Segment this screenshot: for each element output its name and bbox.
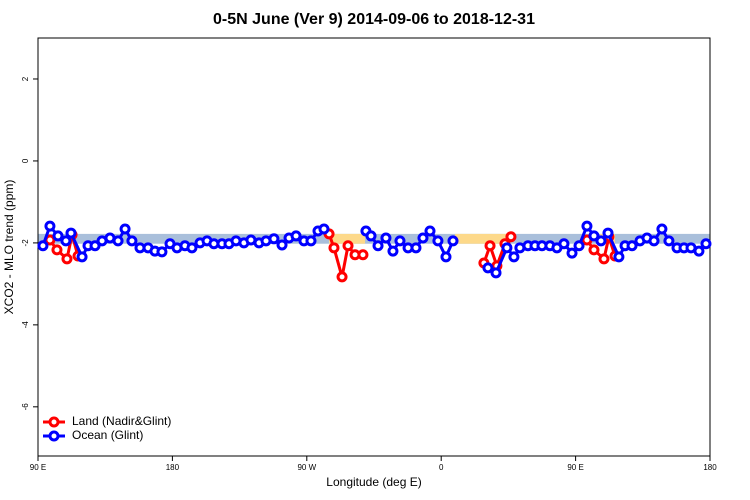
point (663, 235, 675, 247)
x-tick-label: 0 (439, 463, 444, 472)
point (484, 240, 496, 252)
point (508, 251, 520, 263)
point (700, 238, 712, 250)
x-tick-label: 90 E (567, 463, 583, 472)
legend-label: Land (Nadir&Glint) (72, 414, 171, 428)
point (573, 240, 585, 252)
y-axis-label: XCO2 - MLO trend (ppm) (2, 180, 16, 315)
legend-marker (48, 416, 60, 428)
point (410, 242, 422, 254)
point (581, 220, 593, 232)
point (126, 235, 138, 247)
point (490, 267, 502, 279)
point (60, 235, 72, 247)
point (119, 223, 131, 235)
point (595, 235, 607, 247)
band (454, 233, 511, 244)
y-tick-label: -2 (21, 239, 30, 247)
point (501, 242, 513, 254)
legend-marker (48, 430, 60, 442)
point (89, 240, 101, 252)
point (482, 262, 494, 274)
point (588, 230, 600, 242)
point (648, 235, 660, 247)
point (65, 227, 77, 239)
point (417, 232, 429, 244)
point (440, 251, 452, 263)
point (290, 230, 302, 242)
x-tick-label: 180 (703, 463, 717, 472)
point (505, 231, 517, 243)
x-axis-label: Longitude (deg E) (326, 475, 421, 489)
point (305, 235, 317, 247)
legend-label: Ocean (Glint) (72, 428, 143, 442)
point (51, 244, 63, 256)
point (602, 227, 614, 239)
point (613, 251, 625, 263)
point (693, 245, 705, 257)
point (626, 240, 638, 252)
chart-title: 0-5N June (Ver 9) 2014-09-06 to 2018-12-… (213, 11, 535, 28)
point (336, 271, 348, 283)
point (424, 225, 436, 237)
point (558, 238, 570, 250)
point (394, 235, 406, 247)
point (566, 247, 578, 259)
point (76, 251, 88, 263)
point (44, 220, 56, 232)
x-tick-label: 90 W (297, 463, 316, 472)
point (318, 223, 330, 235)
band (329, 233, 366, 244)
point (656, 223, 668, 235)
point (112, 235, 124, 247)
point (387, 245, 399, 257)
point (432, 235, 444, 247)
x-tick-label: 180 (166, 463, 180, 472)
point (588, 244, 600, 256)
point (52, 230, 64, 242)
y-tick-label: 0 (21, 158, 30, 163)
point (365, 230, 377, 242)
point (61, 253, 73, 265)
point (268, 233, 280, 245)
y-tick-label: -6 (21, 403, 30, 411)
point (380, 232, 392, 244)
point (276, 239, 288, 251)
y-tick-label: -4 (21, 321, 30, 329)
y-tick-label: 2 (21, 76, 30, 81)
x-tick-label: 90 E (30, 463, 46, 472)
point (37, 240, 49, 252)
point (328, 242, 340, 254)
point (447, 235, 459, 247)
point (186, 242, 198, 254)
point (156, 246, 168, 258)
point (598, 253, 610, 265)
point (342, 240, 354, 252)
point (372, 240, 384, 252)
point (357, 249, 369, 261)
